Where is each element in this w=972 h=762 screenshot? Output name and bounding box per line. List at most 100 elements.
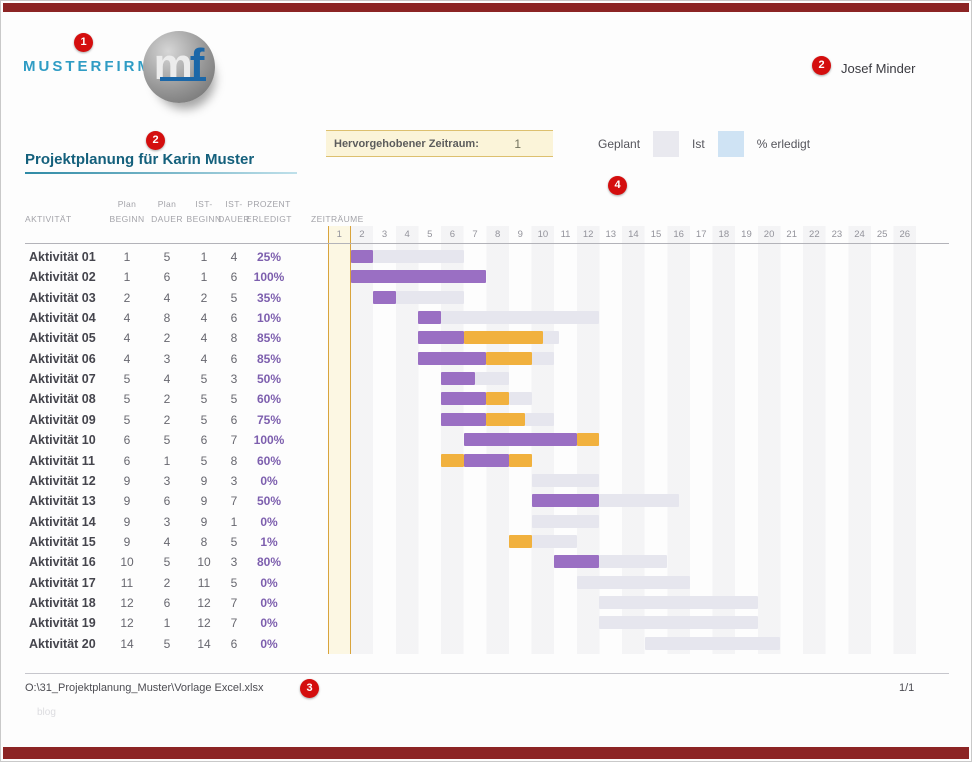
prozent-cell: 0% [260,473,278,488]
ist-beginn-cell: 9 [200,473,208,488]
plan-dauer-cell: 1 [163,616,171,631]
table-row: Aktivität 03 2 4 2 5 35% [25,288,949,308]
activity-name: Aktivität 01 [29,250,96,264]
table-row: Aktivität 09 5 2 5 6 75% [25,410,949,430]
table-row: Aktivität 08 5 2 5 5 60% [25,389,949,409]
table-row: Aktivität 14 9 3 9 1 0% [25,512,949,532]
highlight-period-value[interactable]: 1 [514,136,521,151]
plan-beginn-cell: 4 [123,331,131,346]
table-row: Aktivität 13 9 6 9 7 50% [25,491,949,511]
timeline-label: 23 [831,229,843,240]
prozent-cell: 50% [256,372,282,387]
timeline-label: 1 [336,229,342,240]
gantt-bar-plan [508,392,532,406]
legend: Geplant Ist % erledigt [598,130,810,157]
timeline-label: 12 [582,229,594,240]
prozent-cell: 0% [260,616,278,631]
activity-name: Aktivität 05 [29,331,96,346]
plan-dauer-cell: 8 [163,311,171,326]
plan-beginn-cell: 6 [123,433,131,448]
prozent-cell: 35% [256,290,282,305]
ist-dauer-cell: 7 [230,433,238,448]
plan-beginn-cell: 14 [120,636,134,651]
plan-beginn-cell: 4 [123,351,131,366]
plan-beginn-cell: 1 [123,250,131,264]
highlight-period-label: Hervorgehobener Zeitraum: [334,137,479,150]
ist-dauer-cell: 3 [230,372,238,387]
table-row: Aktivität 18 12 6 12 7 0% [25,593,949,613]
logo-underline [160,77,206,81]
prozent-cell: 1% [260,534,278,549]
gantt-bar-ist [418,311,442,325]
plan-beginn-cell: 5 [123,392,131,407]
timeline-label: 4 [404,229,410,240]
highlight-period-box: Hervorgehobener Zeitraum: 1 [326,130,553,157]
plan-dauer-cell: 6 [163,595,171,610]
table-row: Aktivität 11 6 1 5 8 60% [25,451,949,471]
plan-beginn-cell: 10 [120,555,134,570]
prozent-cell: 85% [256,351,282,366]
prozent-cell: 75% [256,412,282,427]
ist-beginn-cell: 14 [197,636,211,651]
plan-dauer-cell: 2 [163,412,171,427]
prozent-cell: 80% [256,555,282,570]
plan-dauer-cell: 2 [163,392,171,407]
timeline-label: 24 [854,229,865,240]
timeline-label: 22 [809,229,820,240]
ist-beginn-cell: 4 [200,331,208,346]
gantt-bar-plan [542,331,559,345]
gantt-bar-done [508,453,532,467]
activity-name: Aktivität 13 [29,494,96,509]
plan-beginn-cell: 1 [123,270,131,285]
gantt-bar-ist [554,555,600,569]
ist-beginn-cell: 5 [200,372,208,387]
ist-beginn-cell: 11 [197,575,211,590]
col-header-ist-beginn: IST- BEGINN [186,199,222,224]
activity-name: Aktivität 03 [29,290,96,305]
gantt-bar-plan [524,412,555,426]
activity-name: Aktivität 19 [29,616,96,631]
plan-dauer-cell: 3 [163,514,171,529]
timeline: 1 2 3 4 5 6 7 8 9 10 11 12 13 14 15 16 17 18 19 20 21 22 23 24 2… [25,229,949,241]
col-header-zeitraeume: ZEITRÄUME [311,214,364,224]
plan-beginn-cell: 9 [123,514,131,529]
ist-dauer-cell: 5 [230,534,238,549]
gantt-bar-ist [418,331,464,345]
prozent-cell: 0% [260,636,278,651]
table-row: Aktivität 05 4 2 4 8 85% [25,328,949,348]
timeline-label: 3 [381,229,388,240]
header-divider [25,243,949,244]
timeline-label: 17 [695,229,707,240]
activity-name: Aktivität 15 [29,534,96,549]
gantt-bar-done [486,412,525,426]
gantt-bar-done [486,392,509,406]
timeline-label: 14 [628,229,639,240]
legend-label-geplant: Geplant [598,136,641,151]
table-row: Aktivität 20 14 5 14 6 0% [25,634,949,654]
timeline-label: 25 [876,229,888,240]
plan-dauer-cell: 2 [163,331,171,346]
top-accent-bar [3,3,969,12]
plan-dauer-cell: 1 [163,453,171,468]
ist-dauer-cell: 6 [230,636,238,651]
gantt-bar-plan [531,473,600,487]
plan-beginn-cell: 6 [123,453,131,468]
plan-beginn-cell: 5 [123,372,131,387]
ist-beginn-cell: 9 [200,494,208,509]
ist-beginn-cell: 12 [197,616,211,631]
ist-beginn-cell: 9 [200,514,208,529]
plan-beginn-cell: 9 [123,494,131,509]
activity-name: Aktivität 04 [29,311,96,326]
gantt-bar-ist [373,290,396,304]
activity-name: Aktivität 18 [29,595,96,610]
ist-beginn-cell: 2 [200,290,208,305]
table-row: Aktivität 16 10 5 10 3 80% [25,552,949,572]
gantt-bar-done [486,351,532,365]
ist-dauer-cell: 5 [230,575,238,590]
gantt-bar-ist [350,270,487,284]
timeline-label: 10 [537,229,549,240]
timeline-label: 20 [763,229,775,240]
table-row: Aktivität 15 9 4 8 5 1% [25,532,949,552]
gantt-bar-ist [463,453,509,467]
